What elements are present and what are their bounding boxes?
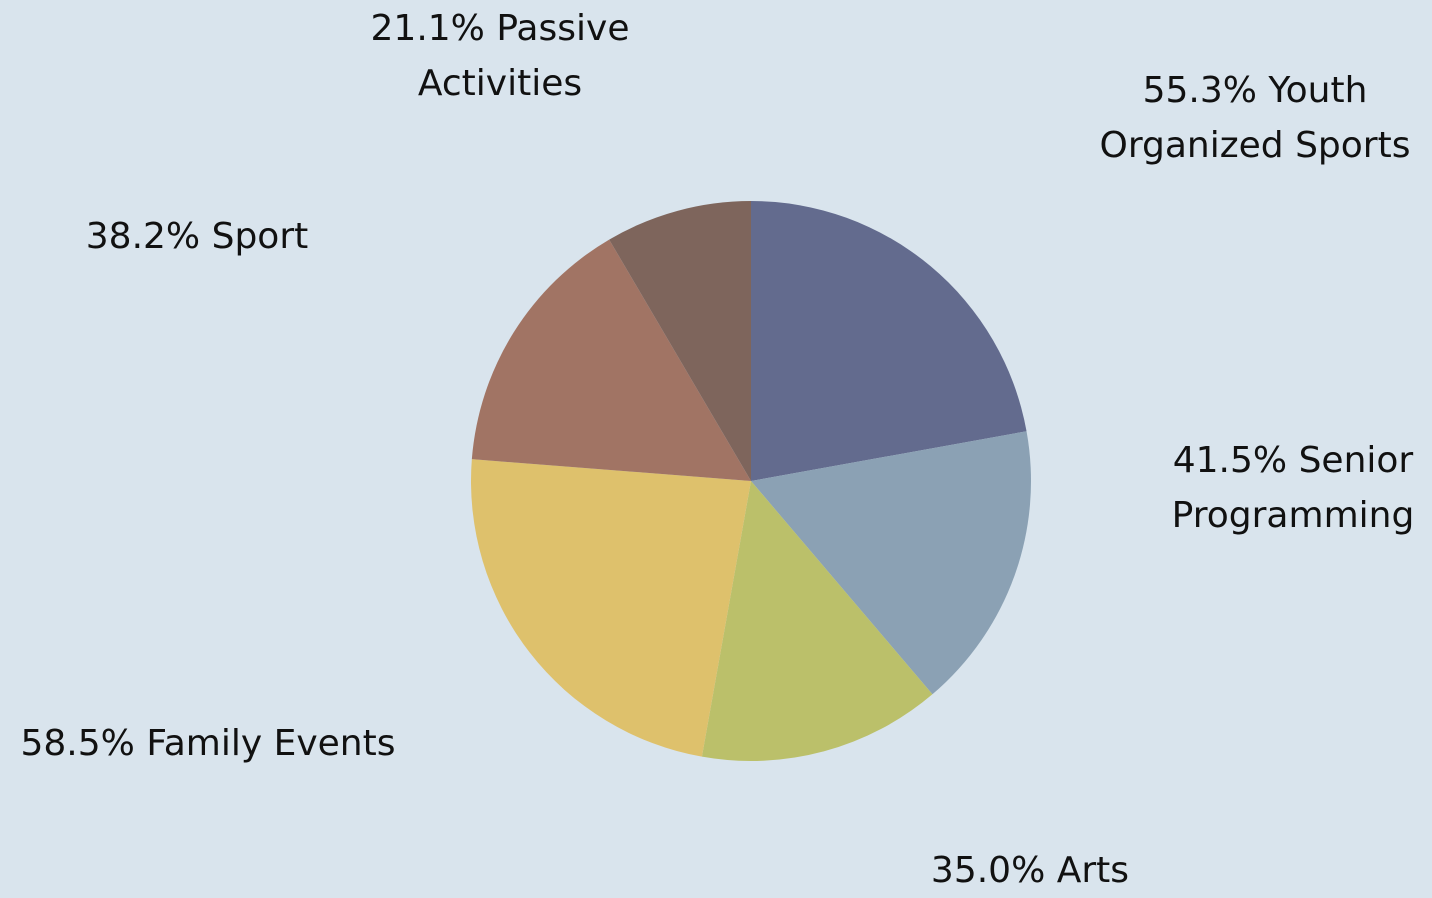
category-label: Arts: [1056, 850, 1130, 891]
category-label: Passive Activities: [417, 8, 630, 104]
value-label: 55.3%: [1142, 70, 1257, 111]
slice-label: 21.1% Passive Activities: [350, 1, 650, 111]
value-label: 21.1%: [370, 8, 485, 49]
value-label: 41.5%: [1172, 440, 1288, 481]
slice-label: 38.2% Sport: [86, 209, 308, 264]
pie-slice: [701, 481, 933, 761]
pie-slice: [751, 201, 1027, 481]
pie-slice: [471, 459, 751, 757]
category-label: Senior Programming: [1171, 440, 1415, 536]
category-label: Youth Organized Sports: [1099, 70, 1411, 166]
pie-slice: [751, 431, 1031, 695]
slice-label: 55.3% Youth Organized Sports: [1075, 63, 1432, 173]
pie-slice: [609, 201, 751, 481]
value-label: 58.5%: [20, 723, 135, 764]
pie-slice: [471, 239, 751, 481]
category-label: Family Events: [146, 723, 396, 764]
slice-label: 41.5% Senior Programming: [1153, 433, 1432, 543]
value-label: 35.0%: [930, 850, 1046, 891]
value-label: 38.2%: [85, 216, 201, 257]
category-label: Sport: [211, 216, 309, 257]
slice-label: 35.0% Arts: [931, 843, 1129, 898]
slice-label: 58.5% Family Events: [21, 716, 396, 771]
